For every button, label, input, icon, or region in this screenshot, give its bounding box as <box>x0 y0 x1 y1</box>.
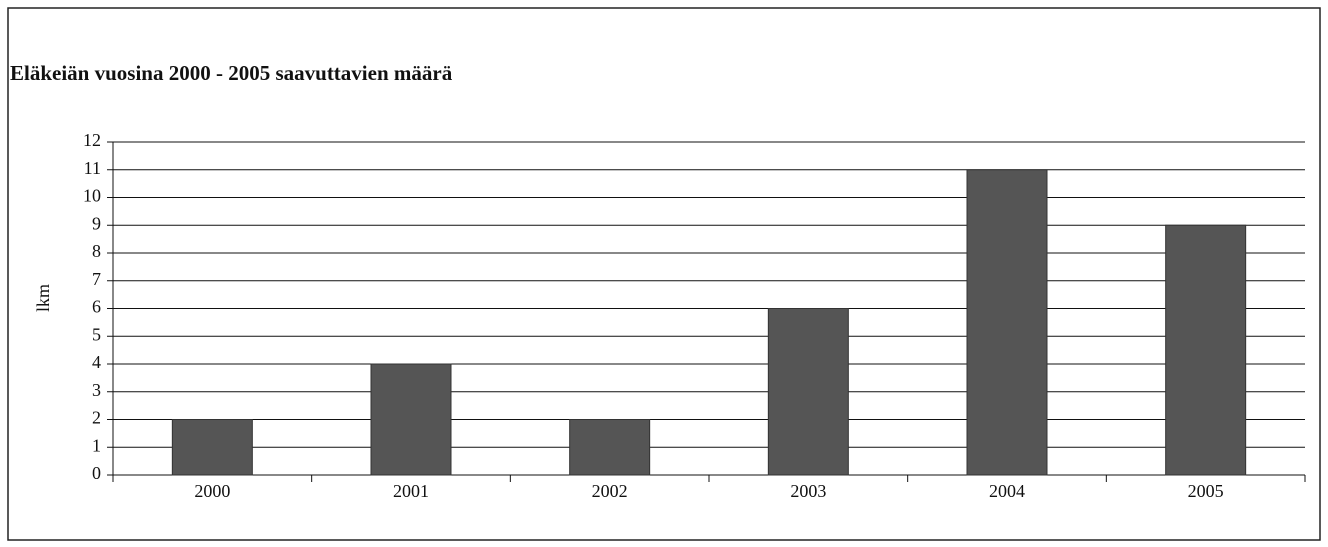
y-tick-label: 4 <box>92 352 101 372</box>
bar <box>1165 224 1247 476</box>
y-tick-label: 12 <box>83 130 101 150</box>
chart-title: Eläkeiän vuosina 2000 - 2005 saavuttavie… <box>10 61 453 85</box>
x-tick-label: 2001 <box>393 481 429 501</box>
y-tick-label: 3 <box>92 380 101 400</box>
y-tick-label: 5 <box>92 324 101 344</box>
x-tick-label: 2003 <box>790 481 826 501</box>
x-tick-label: 2005 <box>1188 481 1224 501</box>
y-tick-label: 7 <box>92 269 101 289</box>
y-tick-label: 6 <box>92 297 101 317</box>
y-tick-label: 2 <box>92 408 101 428</box>
x-tick-label: 2000 <box>194 481 230 501</box>
y-tick-label: 9 <box>92 213 101 233</box>
bar <box>370 363 452 476</box>
y-axis-label: lkm <box>33 284 53 312</box>
y-tick-label: 11 <box>84 158 101 178</box>
bar <box>966 169 1048 476</box>
bar <box>171 419 253 476</box>
y-tick-label: 10 <box>83 186 101 206</box>
y-tick-label: 1 <box>92 435 101 455</box>
y-tick-label: 0 <box>92 463 101 483</box>
y-tick-label: 8 <box>92 241 101 261</box>
x-tick-label: 2002 <box>592 481 628 501</box>
bar <box>767 308 849 476</box>
x-tick-label: 2004 <box>989 481 1025 501</box>
bar <box>569 419 651 476</box>
